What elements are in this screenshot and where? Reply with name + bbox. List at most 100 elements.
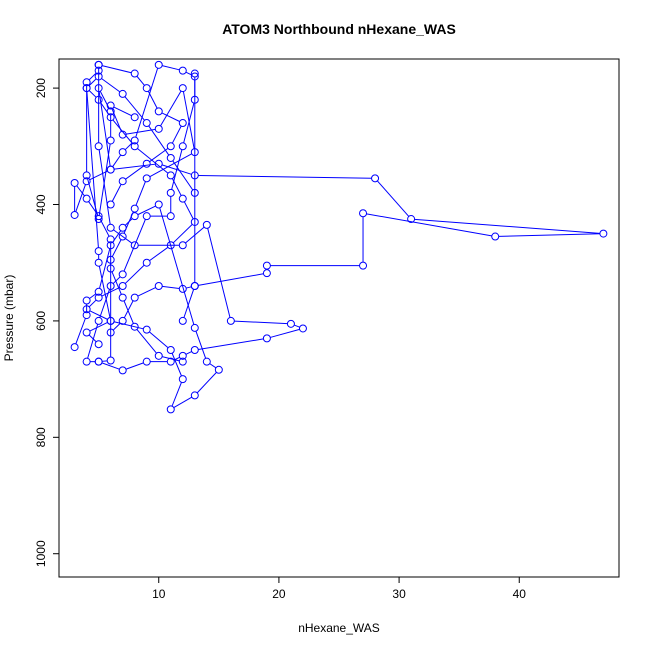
- series-line-segment: [113, 321, 144, 330]
- data-point: [142, 357, 151, 366]
- series-line-segment: [88, 334, 97, 343]
- data-point: [154, 60, 163, 69]
- series-line-segment: [89, 310, 108, 320]
- data-point: [94, 247, 103, 256]
- data-point: [106, 328, 115, 337]
- data-point: [94, 258, 103, 267]
- data-point: [142, 325, 151, 334]
- series-line-segment: [198, 338, 264, 350]
- data-point: [130, 322, 139, 331]
- data-point: [202, 220, 211, 229]
- series-line-segment: [366, 213, 492, 237]
- series-line-segment: [149, 153, 192, 178]
- data-point: [118, 366, 127, 375]
- data-point: [166, 188, 175, 197]
- data-point: [178, 194, 187, 203]
- series-line-segment: [98, 266, 111, 318]
- data-point: [226, 316, 235, 325]
- series-line-segment: [183, 201, 194, 220]
- data-point: [178, 316, 187, 325]
- data-point: [130, 204, 139, 213]
- data-point: [142, 84, 151, 93]
- data-point: [178, 119, 187, 128]
- series-line-segment: [123, 211, 134, 234]
- data-point: [262, 269, 271, 278]
- series-line-segment: [114, 163, 156, 170]
- data-point: [178, 142, 187, 151]
- series-line-segment: [112, 322, 121, 331]
- data-point: [82, 171, 91, 180]
- data-point: [178, 375, 187, 384]
- data-point: [166, 171, 175, 180]
- series-line-segment: [88, 72, 97, 81]
- series-line-segment: [99, 90, 110, 109]
- data-point: [359, 261, 368, 270]
- data-point: [106, 356, 115, 365]
- data-point: [154, 200, 163, 209]
- chart-title: ATOM3 Northbound nHexane_WAS: [222, 21, 456, 37]
- series-line-segment: [75, 318, 86, 345]
- data-point: [166, 212, 175, 221]
- data-point: [286, 319, 295, 328]
- series-line-segment: [101, 65, 132, 74]
- data-point: [130, 136, 139, 145]
- data-series: [82, 60, 199, 337]
- data-point: [371, 174, 380, 183]
- data-point: [407, 215, 416, 224]
- x-tick-label: 40: [513, 587, 527, 601]
- data-point: [94, 316, 103, 325]
- series-line-segment: [182, 91, 195, 149]
- series-line-segment: [98, 149, 111, 225]
- x-tick-label: 10: [152, 587, 166, 601]
- data-point: [106, 200, 115, 209]
- series-line-segment: [198, 273, 264, 286]
- data-point: [82, 194, 91, 203]
- series-line-segment: [185, 351, 192, 355]
- series-line-segment: [172, 160, 194, 191]
- data-point: [154, 124, 163, 133]
- series-line-segment: [162, 356, 180, 362]
- series-line-segment: [88, 78, 97, 87]
- data-point: [94, 84, 103, 93]
- series-line-segment: [270, 328, 300, 338]
- data-point: [599, 229, 608, 238]
- series-line-segment: [111, 239, 122, 257]
- x-tick-label: 30: [392, 587, 406, 601]
- data-point: [94, 287, 103, 296]
- data-point: [82, 357, 91, 366]
- data-point: [154, 351, 163, 360]
- data-point: [190, 69, 199, 78]
- data-point: [94, 142, 103, 151]
- series-line-segment: [89, 321, 108, 332]
- series-line-segment: [75, 184, 86, 212]
- data-point: [166, 142, 175, 151]
- plot-frame: [58, 58, 620, 578]
- series-line-segment: [172, 224, 193, 244]
- data-point: [142, 258, 151, 267]
- data-point: [82, 328, 91, 337]
- series-line-segment: [112, 230, 122, 243]
- series-line-segment: [160, 90, 182, 127]
- series-line-segment: [76, 185, 85, 197]
- series-line-segment: [99, 248, 111, 289]
- series-line-segment: [209, 363, 217, 369]
- series-line-segment: [112, 119, 133, 144]
- data-point: [202, 357, 211, 366]
- data-point: [118, 130, 127, 139]
- data-point: [130, 241, 139, 250]
- series-line-segment: [123, 219, 146, 272]
- series-layer: [70, 60, 608, 414]
- series-line-segment: [234, 320, 288, 325]
- data-point: [82, 296, 91, 305]
- data-point: [106, 255, 115, 264]
- x-tick-label: 20: [272, 587, 286, 601]
- data-point: [118, 148, 127, 157]
- series-line-segment: [99, 219, 110, 237]
- data-point: [154, 107, 163, 116]
- data-point: [166, 405, 175, 414]
- series-line-segment: [89, 293, 97, 299]
- data-series: [70, 84, 223, 414]
- data-point: [262, 334, 271, 343]
- series-line-segment: [113, 229, 133, 244]
- series-line-segment: [125, 362, 144, 370]
